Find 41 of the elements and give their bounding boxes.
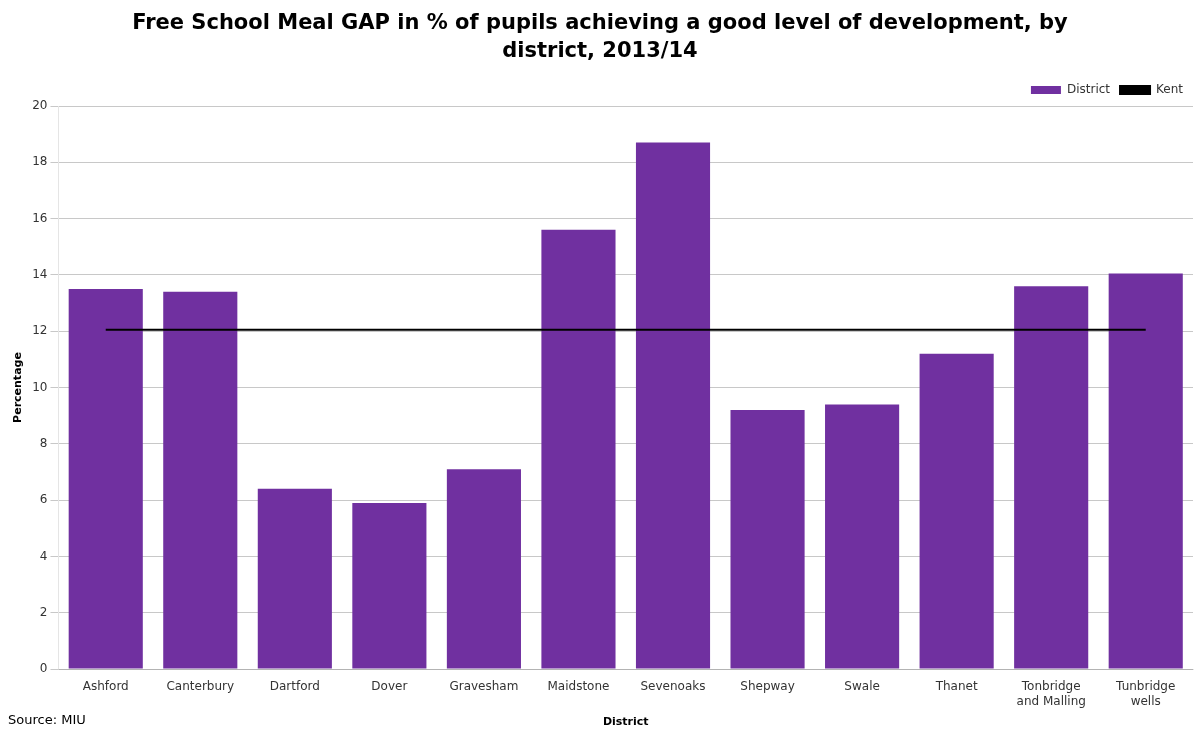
y-tick-label: 10 <box>32 379 48 394</box>
bar <box>919 353 994 669</box>
legend-label: District <box>1066 82 1111 97</box>
y-tick-label: 16 <box>32 210 48 225</box>
chart-title: Free School Meal GAP in % of pupils achieving a good level of development, by district, 2013/14 <box>131 9 1069 64</box>
bar <box>352 502 427 669</box>
bar <box>257 488 332 669</box>
x-tick-label: Maidstone <box>547 679 610 694</box>
y-tick-label: 18 <box>32 154 48 169</box>
x-tick-label: Thanet <box>934 679 978 694</box>
y-tick-label: 14 <box>32 267 48 282</box>
legend-label: Kent <box>1156 82 1184 97</box>
bar <box>446 469 521 669</box>
x-tick-label: Dartford <box>269 679 320 694</box>
bar <box>635 142 711 669</box>
y-tick-label: 8 <box>39 435 48 450</box>
y-tick-label: 20 <box>32 98 48 113</box>
bar <box>1014 286 1089 669</box>
y-tick-label: 6 <box>39 492 48 507</box>
y-tick-label: 12 <box>32 323 48 338</box>
x-tick-label: Canterbury <box>166 679 235 694</box>
x-tick-label: Tunbridge wells <box>1115 679 1176 708</box>
source-note: Source: MIU <box>8 712 86 727</box>
x-tick-label: Swale <box>844 679 880 694</box>
x-tick-label: Sevenoaks <box>640 679 706 694</box>
bar <box>163 291 238 669</box>
y-axis-title: Percentage <box>11 352 25 423</box>
x-tick-label: Ashford <box>82 679 129 694</box>
bar <box>825 404 900 669</box>
x-tick-label: Shepway <box>740 679 795 694</box>
x-tick-label: Tonbridge and Malling <box>1016 679 1086 708</box>
x-tick-label: Gravesham <box>449 679 519 694</box>
bar <box>68 288 143 669</box>
y-tick-label: 4 <box>39 548 48 563</box>
bar <box>730 410 805 669</box>
x-axis-title: District <box>602 715 649 729</box>
x-tick-label: Dover <box>371 679 408 694</box>
y-tick-label: 0 <box>39 661 48 676</box>
bar <box>541 229 616 669</box>
bar <box>1108 273 1183 669</box>
y-tick-label: 2 <box>39 604 48 619</box>
